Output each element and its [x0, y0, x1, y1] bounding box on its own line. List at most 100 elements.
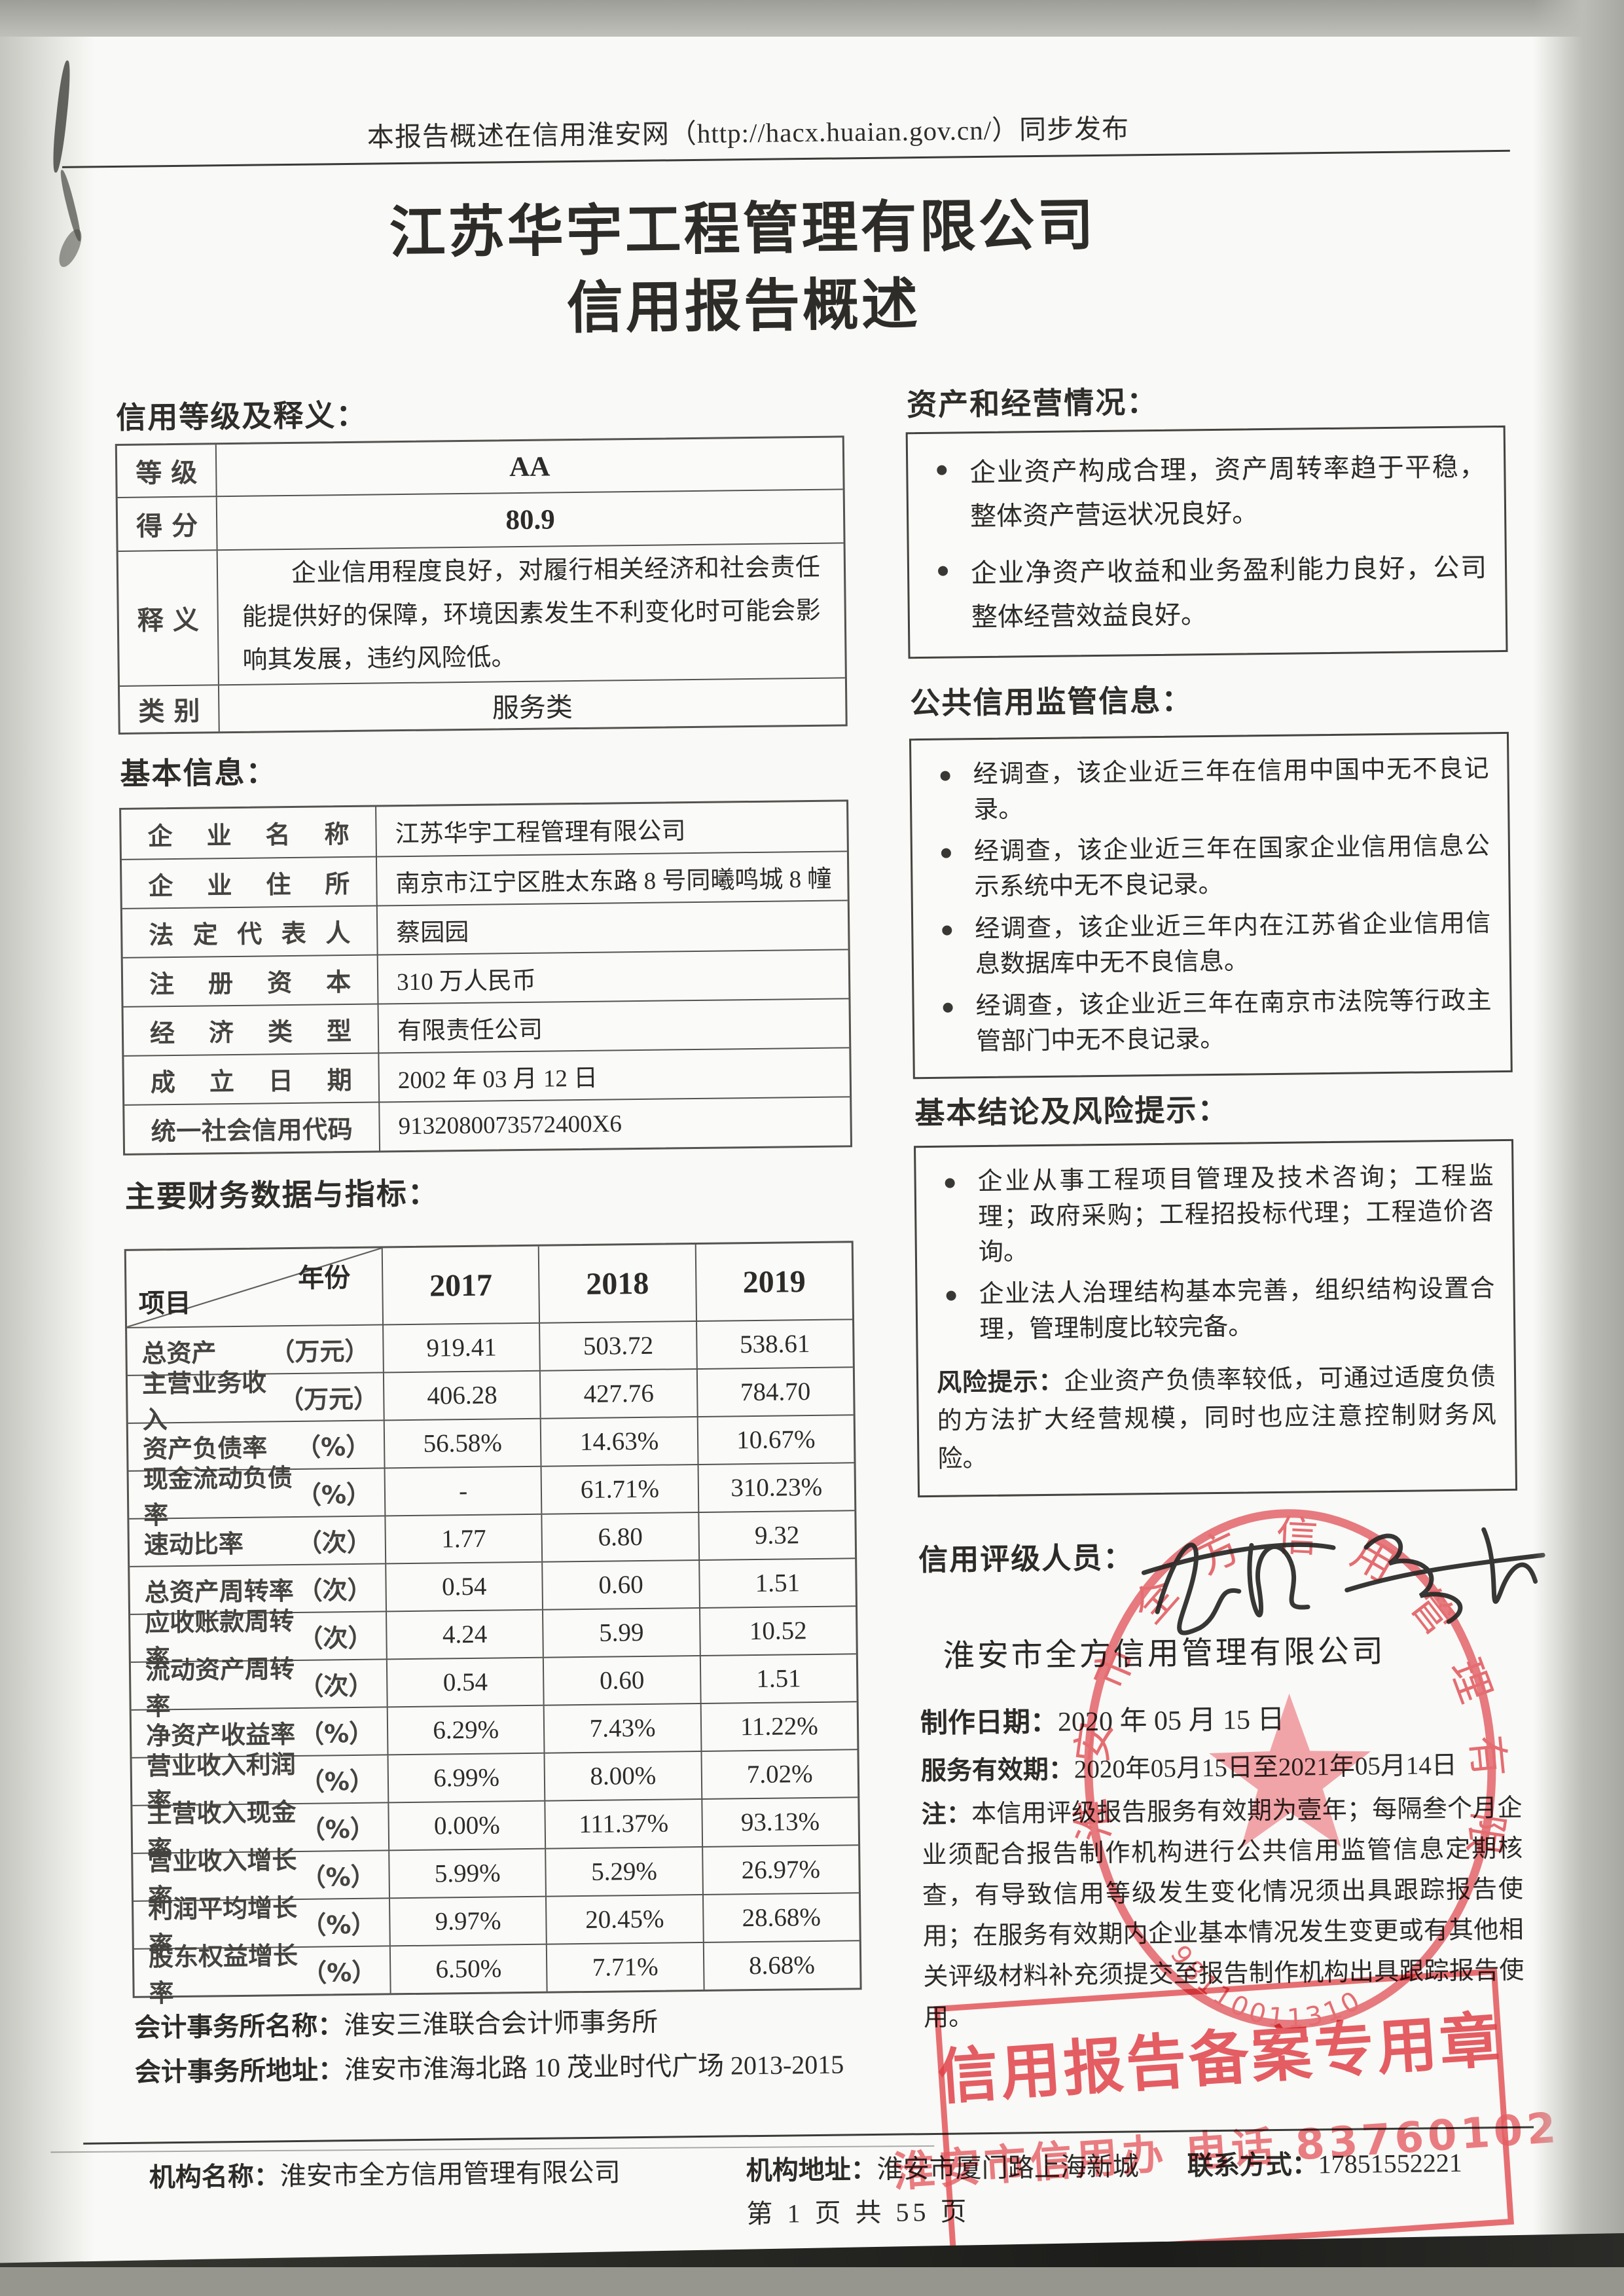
financial-row-label: 现金流动负债率 （%）	[128, 1463, 386, 1529]
financial-row: 股东权益增长率 （%） 6.50% 7.71% 8.68%	[134, 1940, 860, 2007]
financial-item-unit: （%）	[298, 1719, 374, 1749]
label-char: 码	[327, 1114, 353, 1144]
financial-value: 538.61	[739, 1330, 810, 1359]
basic-info-row: 统一社会信用代码 9132080073572400X6	[124, 1096, 850, 1154]
label-char: 期	[327, 1065, 353, 1095]
footer-org-value: 淮安市全方信用管理有限公司	[280, 2157, 621, 2191]
accountant-addr-line: 会计事务所地址：淮安市淮海北路 10 茂业时代广场 2013-2015	[135, 2043, 844, 2095]
scan-left-shadow	[0, 0, 111, 2296]
financial-value: 1.77	[386, 1514, 543, 1563]
basic-info-label: 法定代表人	[122, 906, 378, 957]
financial-row-label: 股东权益增长率 （%）	[134, 1941, 391, 2007]
financial-value: 28.68%	[742, 1903, 821, 1933]
rater-signatures	[1141, 1527, 1545, 1635]
section-title-assets: 资产和经营情况：	[906, 384, 1159, 423]
seal-star	[1208, 1693, 1371, 1848]
label-char: 类	[138, 697, 165, 727]
financial-value: 0.54	[387, 1658, 545, 1707]
basic-info-value: 9132080073572400X6	[398, 1110, 623, 1140]
assets-bullet: 企业资产构成合理，资产周转率趋于平稳，整体资产营运状况良好。	[926, 445, 1486, 539]
financial-value: 8.68%	[748, 1951, 816, 1980]
rating-row: 等级 AA	[117, 437, 843, 497]
public-credit-bullet: 经调查，该企业近三年在国家企业信用信息公示系统中无不良记录。	[931, 828, 1490, 905]
label-char: 分	[171, 511, 198, 542]
basic-info-value: 南京市江宁区胜太东路 8 号同曦鸣城 8 幢	[395, 866, 832, 898]
label-char: 资	[266, 968, 293, 998]
basic-info-row: 企 业 名 称 江苏华宇工程管理有限公司	[121, 801, 847, 859]
label-char: 业	[207, 871, 232, 900]
financial-item-unit: （万元）	[270, 1336, 370, 1367]
label-char: 代	[236, 919, 262, 949]
label-char: 社	[201, 1116, 227, 1146]
financial-item-unit: （次）	[298, 1623, 373, 1653]
rating-row: 类别 服务类	[119, 677, 846, 733]
accountant-addr-label: 会计事务所地址：	[134, 2055, 345, 2088]
label-char: 称	[324, 819, 350, 849]
financial-item-unit: （次）	[297, 1527, 372, 1558]
label-char: 所	[325, 869, 350, 899]
risk-label: 风险提示：	[936, 1366, 1064, 1397]
accountant-name-line: 会计事务所名称：淮安三淮联合会计师事务所	[134, 2000, 659, 2050]
rating-row-value: 企业信用程度良好，对履行相关经济和社会责任能提供好的保障，环境因素发生不利变化时…	[242, 553, 821, 674]
financial-item-unit: （%）	[299, 1766, 375, 1796]
rating-row-label: 等级	[117, 445, 217, 497]
public-credit-bullet: 经调查，该企业近三年内在江苏省企业信用信息数据库中无不良信息。	[931, 905, 1491, 983]
financial-value: 9.32	[754, 1521, 800, 1550]
financial-value: 6.29%	[388, 1705, 545, 1755]
financial-value: 406.28	[384, 1371, 542, 1420]
diagonal-header-cell: 年份 项目	[126, 1248, 384, 1327]
conclusion-bullet-list: 企业从事工程项目管理及技术咨询；工程监理；政府采购；工程招投标代理；工程造价咨询…	[934, 1158, 1495, 1348]
financial-value: 93.13%	[740, 1807, 820, 1837]
filing-stamp-title: 信用报告备案专用章	[935, 2005, 1505, 2113]
financial-value: 0.54	[386, 1562, 544, 1611]
financial-value: 0.60	[543, 1560, 700, 1609]
label-char: 法	[149, 920, 174, 950]
basic-info-label: 成立日期	[124, 1053, 380, 1104]
footer-org-label: 机构名称：	[149, 2161, 281, 2193]
label-char: 表	[281, 919, 306, 949]
note-label: 注：	[921, 1799, 972, 1829]
label-char: 企	[148, 871, 173, 901]
basic-info-row: 法定代表人蔡园园	[122, 900, 848, 957]
financial-value: 111.37%	[545, 1799, 703, 1848]
financial-value: 919.41	[384, 1323, 541, 1372]
financial-item-name: 速动比率	[143, 1529, 244, 1559]
financial-value: 5.99	[543, 1608, 701, 1657]
financial-item-unit: （万元）	[278, 1384, 379, 1415]
section-title-financial: 主要财务数据与指标：	[124, 1175, 440, 1214]
filing-stamp: 信用报告备案专用章 淮安市信用办 电话 83760102	[892, 1968, 1561, 2263]
financial-value: 0.60	[544, 1656, 702, 1705]
label-char: 名	[265, 820, 291, 850]
financial-value: 7.43%	[545, 1704, 702, 1753]
publish-notice: 本报告概述在信用淮安网（http://hacx.huaian.gov.cn/）同…	[367, 113, 1130, 153]
financial-value: 1.51	[755, 1569, 801, 1598]
basic-info-row: 企 业 住 所 南京市江宁区胜太东路 8 号同曦鸣城 8 幢	[121, 850, 848, 908]
financial-value: 5.99%	[389, 1849, 547, 1898]
corner-item-label: 项目	[138, 1288, 191, 1319]
financial-row: 流动资产周转率 （次） 0.54 0.60 1.51	[130, 1653, 857, 1721]
assets-bullet-list: 企业资产构成合理，资产周转率趋于平稳，整体资产营运状况良好。 企业净资产收益和业务…	[926, 445, 1487, 640]
basic-info-value: 310 万人民币	[396, 967, 537, 996]
year-header: 2018	[539, 1245, 697, 1322]
financial-item-unit: （次）	[297, 1575, 372, 1605]
financial-value: 20.45%	[547, 1895, 704, 1944]
financial-item-unit: （%）	[301, 1958, 377, 1988]
conclusion-box: 企业从事工程项目管理及技术咨询；工程监理；政府采购；工程招投标代理；工程造价咨询…	[914, 1139, 1518, 1498]
financial-row: 现金流动负债率 （%） -61.71% 310.23%	[128, 1462, 855, 1529]
financial-row-label: 速动比率 （次）	[129, 1516, 387, 1566]
financial-row-label: 主营业务收入 （万元）	[127, 1368, 385, 1434]
financial-value: 9.97%	[390, 1897, 548, 1946]
footer-org: 机构名称：淮安市全方信用管理有限公司	[149, 2151, 621, 2194]
risk-paragraph: 风险提示：企业资产负债率较低，可通过适度负债的方法扩大经营规模，同时也应注意控制…	[937, 1357, 1497, 1478]
section-title-public-credit: 公共信用监管信息：	[910, 682, 1193, 721]
financial-item-unit: （次）	[298, 1671, 374, 1701]
scan-top-edge	[0, 0, 1624, 37]
financial-value: 0.00%	[389, 1801, 547, 1850]
rating-row-value: 80.9	[505, 503, 556, 536]
financial-item-unit: （%）	[300, 1862, 376, 1892]
financial-value: 7.02%	[746, 1760, 813, 1789]
accountant-name-label: 会计事务所名称：	[134, 2011, 344, 2043]
rating-row: 释义企业信用程度良好，对履行相关经济和社会责任能提供好的保障，环境因素发生不利变…	[118, 542, 845, 685]
